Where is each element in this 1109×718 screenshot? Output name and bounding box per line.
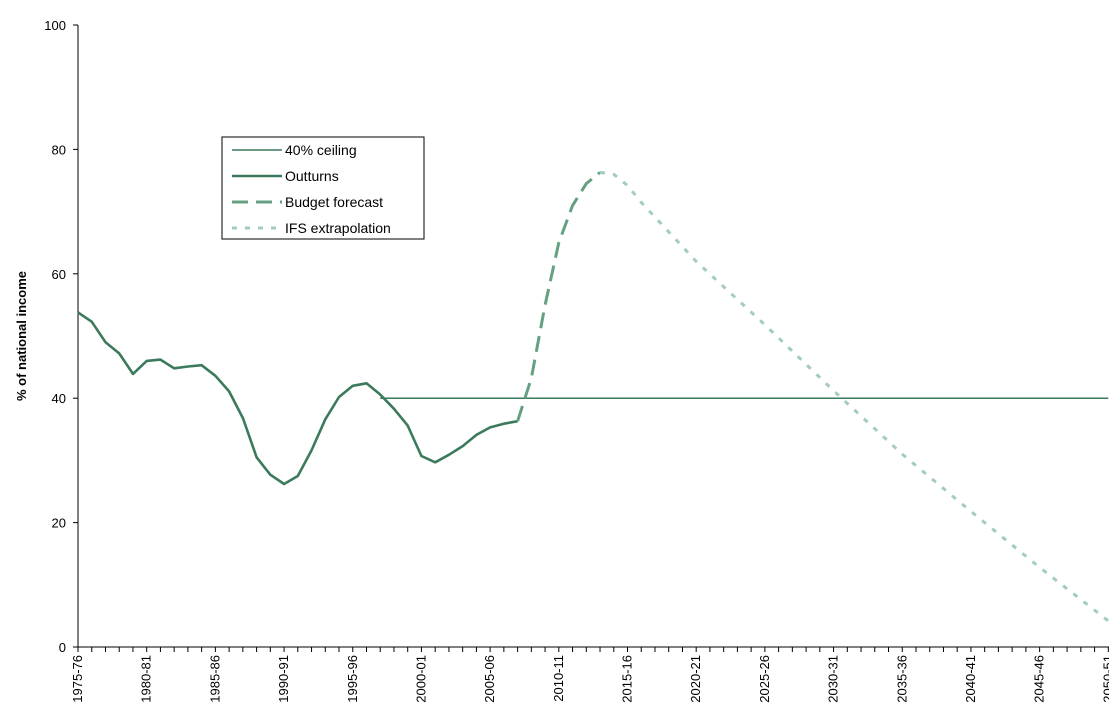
x-tick-label: 2030-31 [826,655,841,703]
legend-label: 40% ceiling [285,142,357,158]
x-tick-label: 1975-76 [70,655,85,703]
x-tick-label: 2035-36 [894,655,909,703]
x-tick-label: 2020-21 [688,655,703,703]
series-layer [77,170,1109,623]
x-tick-label: 2010-11 [551,655,566,702]
series-line-2 [516,171,601,422]
x-tick-label: 1985-86 [207,655,222,703]
y-tick-label: 80 [52,142,66,157]
y-tick-label: 100 [44,18,66,33]
y-tick-label: 0 [59,640,66,655]
legend-label: IFS extrapolation [285,220,391,236]
y-axis-title: % of national income [14,271,29,401]
y-tick-label: 60 [52,267,66,282]
series-line-3 [599,170,1109,623]
y-tick-label: 40 [52,391,66,406]
x-tick-label: 1990-91 [276,655,291,703]
series-line-1 [77,311,518,486]
legend-label: Budget forecast [285,194,383,210]
x-tick-label: 2025-26 [757,655,772,703]
x-tick-label: 1980-81 [139,655,154,703]
legend-label: Outturns [285,168,339,184]
x-tick-label: 2015-16 [620,655,635,703]
x-tick-label: 2040-41 [963,655,978,703]
x-tick-label: 1995-96 [345,655,360,703]
x-tick-label: 2005-06 [482,655,497,703]
legend-box [221,136,425,240]
x-tick-label: 2050-51 [1100,655,1109,703]
legend: 40% ceiling Outturns Budget forecast IFS ex… [221,136,425,240]
y-tick-label: 20 [52,516,66,531]
x-tick-label: 2045-46 [1032,655,1047,703]
x-tick-label: 2000-01 [413,655,428,703]
axes: 0 20 40 60 80 100 % of national income 1975-76 1… [14,18,1109,703]
